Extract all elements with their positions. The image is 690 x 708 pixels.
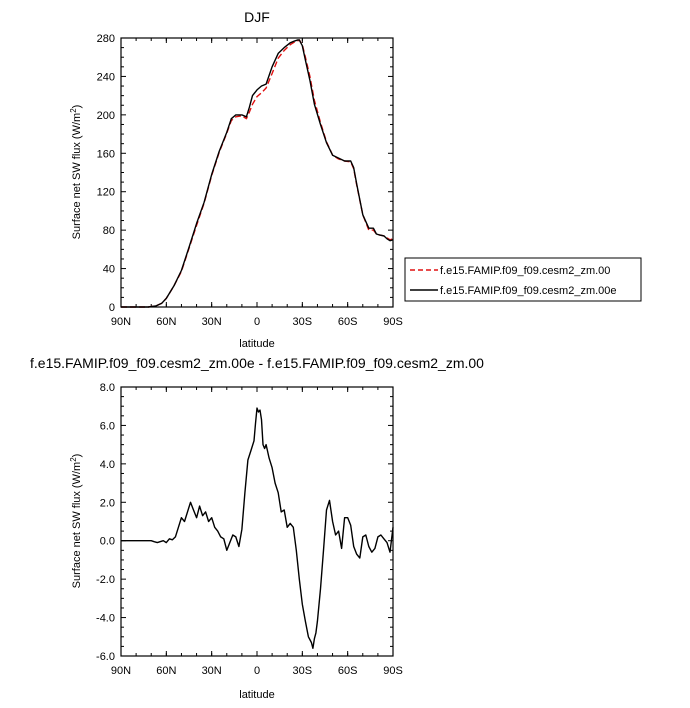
bottom-ytick-label: 2.0 (100, 497, 115, 509)
top-series-line-0 (121, 39, 394, 308)
top-series-line-1 (121, 39, 394, 308)
top-ytick-label: 120 (97, 187, 115, 199)
top-ytick-label: 240 (97, 71, 115, 83)
top-xtick-label: 30S (293, 316, 313, 328)
top-ytick-label: 0 (109, 302, 115, 314)
bottom-chart-title: f.e15.FAMIP.f09_f09.cesm2_zm.00e - f.e15… (30, 355, 484, 371)
bottom-chart-ylabel: Surface net SW flux (W/m2) (69, 454, 83, 589)
top-ytick-label: 160 (97, 148, 115, 160)
bottom-ylabel-sup: 2 (69, 457, 78, 462)
top-ylabel-tail: ) (71, 105, 83, 109)
legend-box (404, 257, 642, 302)
bottom-chart-xlabel: latitude (239, 689, 274, 701)
bottom-xtick-label: 0 (254, 665, 260, 677)
bottom-xtick-label: 90S (383, 665, 403, 677)
top-ylabel-main: Surface net SW flux (W/m (71, 113, 83, 240)
bottom-chart-frame (120, 386, 394, 657)
bottom-chart-ticks: 90N 60N 30N 0 30S 60S 90S -6.0 -4.0 -2.0 0.0 2.0 4.0… (96, 382, 403, 677)
bottom-ylabel-main: Surface net SW flux (W/m (71, 462, 83, 589)
top-chart-xlabel: latitude (239, 338, 274, 350)
top-chart-frame (120, 37, 394, 308)
bottom-ylabel-tail: ) (71, 454, 83, 458)
legend-label-00: f.e15.FAMIP.f09_f09.cesm2_zm.00 (440, 265, 610, 277)
top-ytick-label: 40 (103, 264, 115, 276)
bottom-chart: f.e15.FAMIP.f09_f09.cesm2_zm.00e - f.e15… (30, 355, 484, 701)
top-xtick-label: 30N (202, 316, 222, 328)
top-ytick-label: 280 (97, 33, 115, 45)
bottom-ytick-label: -4.0 (96, 613, 115, 625)
bottom-ytick-label: -2.0 (96, 574, 115, 586)
top-chart-title: DJF (244, 9, 270, 25)
bottom-xtick-label: 90N (111, 665, 131, 677)
top-xtick-label: 60N (156, 316, 176, 328)
bottom-chart-series (121, 407, 394, 649)
bottom-ytick-label: 8.0 (100, 382, 115, 394)
top-xtick-label: 90N (111, 316, 131, 328)
top-chart-series (121, 39, 394, 308)
top-ytick-label: 80 (103, 225, 115, 237)
top-chart: DJF 90N 60N 30N 0 30S 60S 90S 0 40 80 120 160 200 240… (69, 9, 642, 350)
bottom-xtick-label: 60S (338, 665, 358, 677)
top-ytick-label: 200 (97, 110, 115, 122)
bottom-ytick-label: -6.0 (96, 651, 115, 663)
legend-label-00e: f.e15.FAMIP.f09_f09.cesm2_zm.00e (440, 285, 617, 297)
top-xtick-label: 90S (383, 316, 403, 328)
bottom-ytick-label: 0.0 (100, 536, 115, 548)
top-chart-legend: f.e15.FAMIP.f09_f09.cesm2_zm.00 f.e15.FA… (404, 257, 642, 302)
bottom-series-line-0 (121, 407, 394, 649)
top-chart-ylabel: Surface net SW flux (W/m2) (69, 105, 83, 240)
top-ylabel-sup: 2 (69, 108, 78, 113)
top-xtick-label: 60S (338, 316, 358, 328)
top-chart-ticks: 90N 60N 30N 0 30S 60S 90S 0 40 80 120 160 200 240 280 (97, 33, 403, 328)
bottom-ytick-label: 6.0 (100, 420, 115, 432)
bottom-xtick-label: 30S (293, 665, 313, 677)
top-xtick-label: 0 (254, 316, 260, 328)
bottom-xtick-label: 60N (156, 665, 176, 677)
bottom-xtick-label: 30N (202, 665, 222, 677)
bottom-ytick-label: 4.0 (100, 459, 115, 471)
